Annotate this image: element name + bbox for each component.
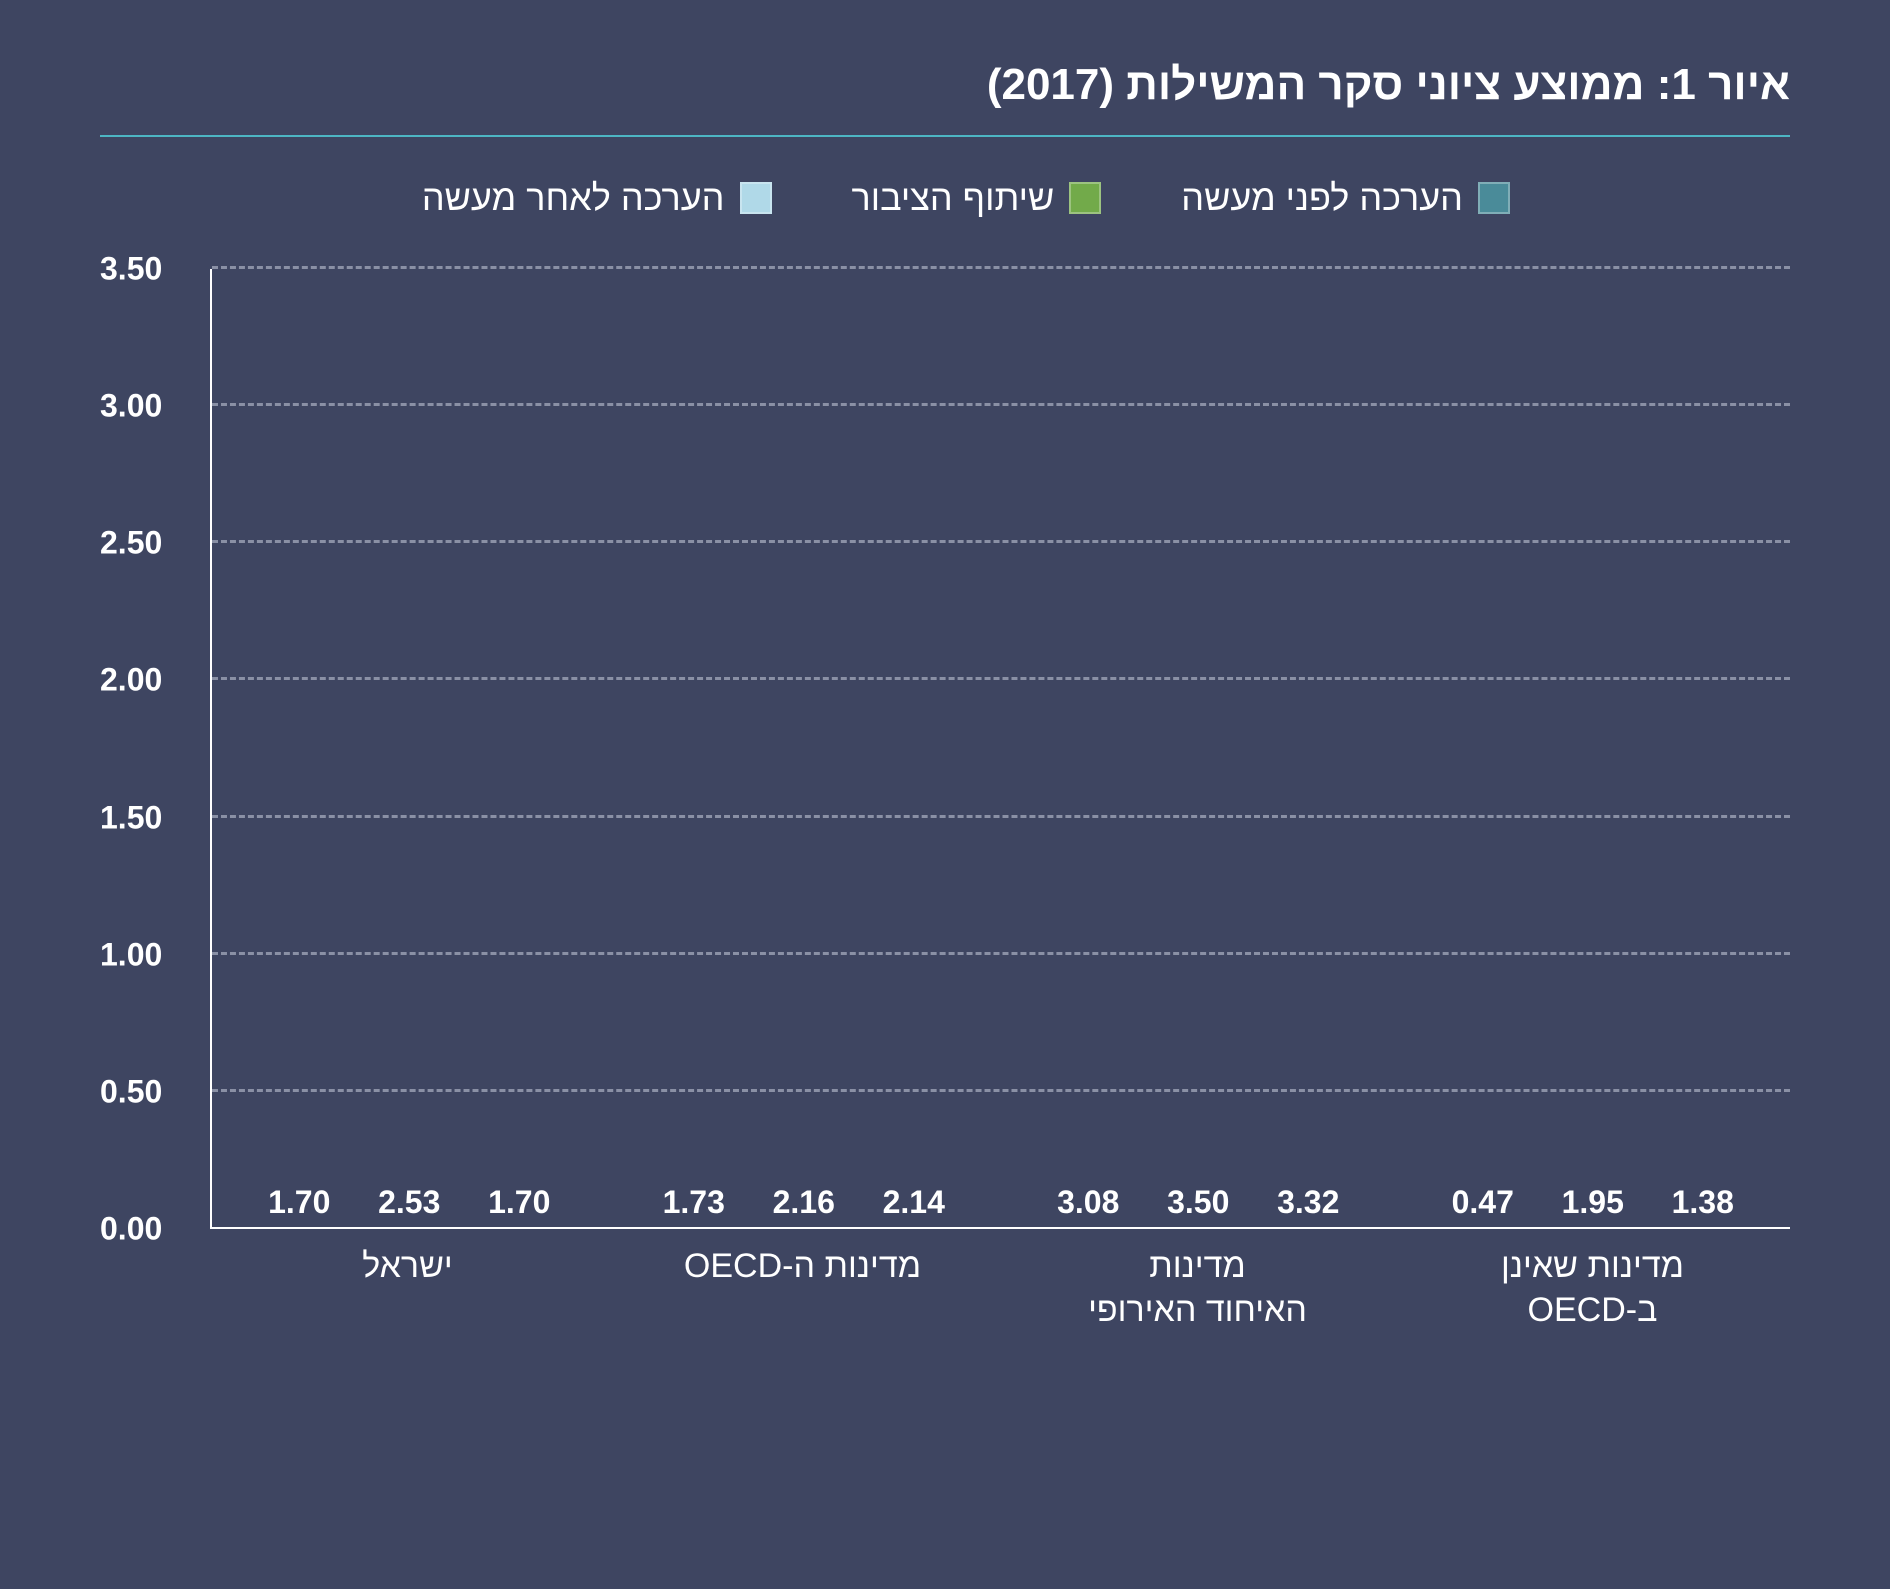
bar-value-label: 1.70 bbox=[488, 1184, 550, 1221]
y-tick: 2.00 bbox=[100, 662, 190, 699]
x-axis-label: מדינות ה-OECD bbox=[633, 1229, 973, 1329]
legend-item-0: הערכה לפני מעשה bbox=[1181, 177, 1510, 219]
bar-value-label: 3.50 bbox=[1167, 1184, 1229, 1221]
bar-value-label: 1.38 bbox=[1672, 1184, 1734, 1221]
x-axis-labels: ישראל מדינות ה-OECD מדינותהאיחוד האירופי מד… bbox=[210, 1229, 1790, 1329]
bar-value-label: 2.14 bbox=[883, 1184, 945, 1221]
y-tick: 0.00 bbox=[100, 1211, 190, 1248]
y-tick: 1.50 bbox=[100, 799, 190, 836]
plot-area: 0.00 0.50 1.00 1.50 2.00 2.50 3.00 3.50 1.70 2.5… bbox=[100, 269, 1790, 1329]
y-tick: 2.50 bbox=[100, 525, 190, 562]
grid-area: 1.70 2.53 1.70 2.14 2.16 1.73 3.32 3.50 3.08 1.38… bbox=[210, 269, 1790, 1229]
bar-value-label: 1.95 bbox=[1562, 1184, 1624, 1221]
y-axis: 0.000.501.001.502.002.503.003.50 bbox=[100, 269, 190, 1229]
legend-swatch-1 bbox=[1069, 182, 1101, 214]
bar-value-label: 2.16 bbox=[773, 1184, 835, 1221]
legend-swatch-2 bbox=[740, 182, 772, 214]
title-underline bbox=[100, 135, 1790, 137]
legend-label-0: הערכה לפני מעשה bbox=[1181, 177, 1463, 219]
chart-container: איור 1: ממוצע ציוני סקר המשילות (2017) ה… bbox=[0, 0, 1890, 1589]
bar-value-label: 3.08 bbox=[1057, 1184, 1119, 1221]
y-tick: 3.50 bbox=[100, 251, 190, 288]
bar-groups: 1.70 2.53 1.70 2.14 2.16 1.73 3.32 3.50 3.08 1.38… bbox=[212, 269, 1790, 1229]
bar-value-label: 3.32 bbox=[1277, 1184, 1339, 1221]
bar-value-label: 1.73 bbox=[663, 1184, 725, 1221]
y-tick: 3.00 bbox=[100, 388, 190, 425]
chart-title: איור 1: ממוצע ציוני סקר המשילות (2017) bbox=[100, 60, 1790, 110]
bar-value-label: 1.70 bbox=[268, 1184, 330, 1221]
x-axis-label: מדינותהאיחוד האירופי bbox=[1028, 1229, 1368, 1329]
legend-label-1: שיתוף הציבור bbox=[852, 177, 1055, 219]
bar-value-label: 0.47 bbox=[1452, 1184, 1514, 1221]
x-axis-label: ישראל bbox=[238, 1229, 578, 1329]
legend-swatch-0 bbox=[1478, 182, 1510, 214]
y-tick: 0.50 bbox=[100, 1073, 190, 1110]
legend-item-2: הערכה לאחר מעשה bbox=[422, 177, 772, 219]
y-tick: 1.00 bbox=[100, 936, 190, 973]
x-axis-label: מדינות שאינןב-OECD bbox=[1423, 1229, 1763, 1329]
legend-item-1: שיתוף הציבור bbox=[852, 177, 1102, 219]
legend-label-2: הערכה לאחר מעשה bbox=[422, 177, 725, 219]
legend: הערכה לפני מעשה שיתוף הציבור הערכה לאחר … bbox=[100, 177, 1790, 219]
bar-value-label: 2.53 bbox=[378, 1184, 440, 1221]
